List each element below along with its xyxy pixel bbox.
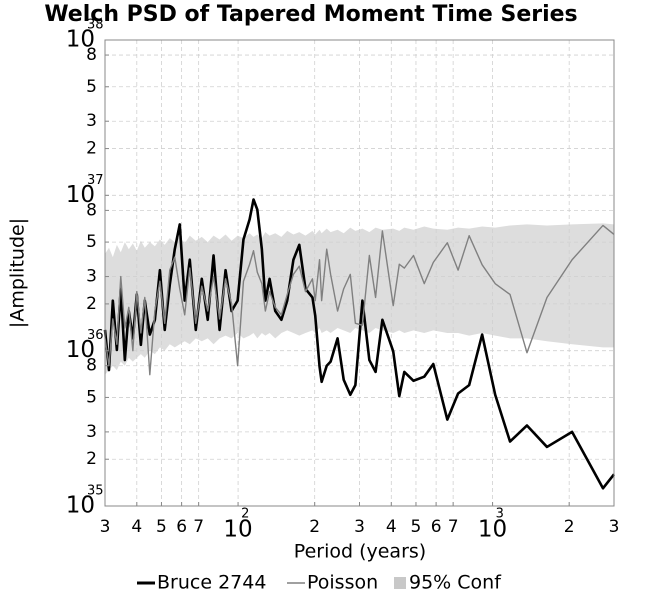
y-tick-label: 10: [66, 182, 95, 208]
y-tick-label: 2: [86, 449, 97, 469]
x-tick-label: 2: [564, 517, 575, 537]
x-tick-label: 4: [131, 517, 142, 537]
x-tick-label: 5: [411, 517, 422, 537]
y-tick-exponent: 38: [87, 18, 104, 33]
y-tick-exponent: 35: [87, 484, 104, 499]
x-tick-label: 10: [223, 517, 252, 543]
y-tick-label: 2: [86, 294, 97, 314]
x-tick-label: 5: [156, 517, 167, 537]
legend-swatch: [394, 577, 406, 589]
y-tick-label: 3: [86, 267, 97, 287]
legend-label: Poisson: [307, 572, 378, 594]
y-tick-label: 3: [86, 422, 97, 442]
x-tick-label: 10: [478, 517, 507, 543]
x-tick-label: 3: [354, 517, 365, 537]
y-tick-exponent: 37: [87, 173, 104, 188]
line-series: [104, 224, 615, 376]
y-tick-label: 10: [66, 337, 95, 363]
legend-label: 95% Conf: [409, 572, 502, 594]
y-tick-label: 10: [66, 493, 95, 519]
x-tick-label: 6: [431, 517, 442, 537]
legend-label: Bruce 2744: [157, 572, 266, 594]
y-tick-label: 8: [86, 200, 97, 220]
y-tick-label: 5: [86, 77, 97, 97]
x-tick-exponent: 3: [496, 507, 504, 522]
x-tick-label: 3: [609, 517, 620, 537]
y-tick-label: 8: [86, 356, 97, 376]
x-tick-exponent: 2: [241, 507, 249, 522]
x-tick-label: 6: [176, 517, 187, 537]
x-tick-label: 2: [309, 517, 320, 537]
x-tick-label: 4: [386, 517, 397, 537]
y-tick-label: 10: [66, 27, 95, 53]
chart-title: Welch PSD of Tapered Moment Time Series: [44, 2, 577, 27]
y-tick-label: 3: [86, 111, 97, 131]
legend: Bruce 2744 Poisson 95% Conf: [137, 572, 502, 594]
y-tick-label: 5: [86, 232, 97, 252]
x-tick-label: 3: [100, 517, 111, 537]
x-axis-label: Period (years): [294, 541, 426, 563]
y-tick-label: 5: [86, 387, 97, 407]
y-tick-label: 8: [86, 45, 97, 65]
y-tick-label: 2: [86, 139, 97, 159]
x-tick-label: 7: [448, 517, 459, 537]
y-tick-exponent: 36: [87, 328, 104, 343]
x-tick-label: 7: [193, 517, 204, 537]
y-axis-label: |Amplitude|: [7, 218, 29, 328]
